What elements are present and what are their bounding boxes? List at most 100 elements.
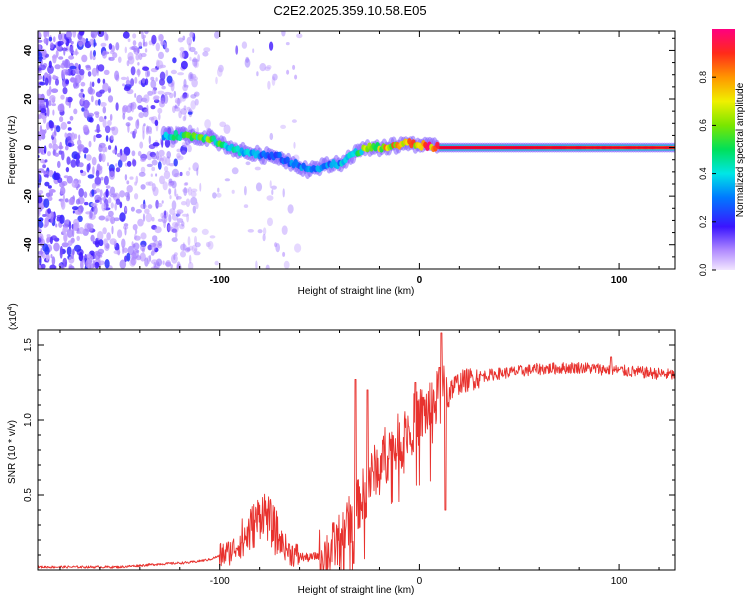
spectrogram-noise-blob: [108, 43, 113, 50]
spectrogram-noise-blob: [42, 114, 47, 124]
spectrogram-noise-blob: [99, 189, 103, 198]
spectrogram-noise-blob: [192, 32, 196, 42]
spectrogram-noise-blob: [70, 41, 74, 45]
spectrogram-noise-blob: [126, 76, 130, 83]
spectrogram-noise-blob: [85, 38, 89, 43]
spectrogram-noise-blob: [189, 46, 196, 53]
spectrogram-noise-blob: [68, 55, 75, 60]
colorbar: 0.0 0.2 0.4 0.6 0.8 Normalized spectral ampl…: [698, 29, 746, 276]
spectrogram-noise-blob: [182, 93, 188, 99]
spectrogram-noise-blob: [281, 31, 286, 37]
spectrogram-noise-blob: [140, 52, 147, 58]
spectrogram-noise-blob: [66, 31, 72, 40]
spectrogram-noise-blob: [145, 41, 148, 47]
spectrogram-noise-blob: [78, 204, 84, 214]
spectrogram-noise-blob: [46, 236, 50, 244]
spectrogram-noise-blob: [58, 150, 63, 155]
spectrogram-noise-blob: [116, 152, 122, 158]
spectrogram-noise-blob: [255, 260, 258, 269]
spectrogram-noise-blob: [247, 229, 254, 233]
spectrogram-noise-blob: [104, 31, 108, 41]
spectrogram-noise-blob: [136, 69, 140, 73]
spectrogram-noise-blob: [164, 166, 169, 172]
spectrogram-noise-blob: [174, 104, 177, 108]
spectrogram-noise-blob: [84, 102, 88, 112]
spectrogram-noise-blob: [124, 227, 127, 236]
spectrogram-noise-blob: [124, 191, 130, 198]
spectrogram-noise-blob: [147, 90, 154, 96]
spectrogram-panel: -100 0 100 -40 -20 0 20 40 Height of straight l…: [7, 30, 676, 297]
spectrogram-noise-blob: [283, 260, 290, 269]
spectrogram-noise-blob: [280, 124, 286, 129]
spectrogram-noise-blob: [119, 212, 126, 222]
spectrogram-noise-blob: [134, 235, 141, 241]
spectrogram-noise-blob: [94, 176, 102, 185]
snr-multiplier-base: (x10: [8, 310, 19, 330]
spectrogram-noise-blob: [53, 242, 60, 252]
spectrogram-noise-blob: [173, 158, 178, 167]
spectrogram-noise-blob: [54, 64, 61, 70]
spectrogram-noise-blob: [108, 56, 115, 61]
spectrogram-noise-blob: [49, 42, 54, 50]
spectrogram-noise-blob: [174, 252, 178, 256]
spectrogram-noise-blob: [187, 236, 191, 246]
spectrogram-noise-blob: [91, 95, 94, 103]
spectrogram-noise-blob: [51, 88, 59, 93]
spectrogram-noise-blob: [143, 94, 150, 104]
spectrogram-noise-blob: [115, 198, 121, 205]
spectrogram-noise-blob: [119, 201, 123, 209]
spectrogram-noise-blob: [111, 216, 113, 225]
spectrogram-noise-blob: [74, 244, 82, 252]
spectrogram-noise-blob: [178, 110, 182, 119]
spectrogram-noise-blob: [148, 135, 151, 145]
snr-ticks: -100 0 100 0.5 1.0 1.5: [23, 330, 675, 587]
spectrogram-noise-blob: [142, 124, 145, 134]
spectrogram-noise-blob: [87, 174, 95, 179]
spectrogram-noise-blob: [77, 41, 84, 46]
spectrogram-noise-blob: [282, 188, 285, 198]
spectrogram-noise-blob: [38, 81, 46, 86]
spectrogram-noise-blob: [38, 195, 43, 204]
spectrogram-noise-blob: [159, 78, 165, 86]
spectrogram-noise-blob: [151, 216, 155, 222]
spectrogram-noise-blob: [142, 37, 145, 47]
spectrogram-noise-blob: [154, 226, 162, 234]
spectrogram-noise-blob: [48, 212, 52, 221]
spectrogram-noise-blob: [38, 114, 42, 120]
spectrogram-noise-blob: [38, 52, 43, 60]
spectrogram-noise-blob: [191, 78, 198, 88]
spectrogram-noise-blob: [150, 79, 157, 89]
spectrogram-noise-blob: [271, 189, 274, 196]
spectrogram-noise-blob: [48, 60, 52, 69]
spectrogram-noise-blob: [120, 76, 127, 81]
spectrogram-noise-blob: [51, 103, 56, 107]
spectrogram-noise-blob: [137, 150, 142, 157]
spectrogram-noise-blob: [89, 209, 93, 219]
spectrogram-noise-blob: [97, 98, 101, 106]
spectrogram-noise-blob: [58, 33, 63, 41]
spectrogram-noise-blob: [112, 52, 118, 59]
spectrogram-noise-blob: [38, 264, 42, 269]
spectrogram-noise-blob: [169, 208, 176, 215]
spectrogram-noise-blob: [155, 199, 159, 209]
spectrogram-noise-blob: [186, 213, 190, 223]
spectrogram-noise-blob: [138, 112, 144, 119]
spectrogram-noise-blob: [183, 182, 188, 186]
spectrogram-noise-blob: [91, 189, 95, 197]
spectrogram-noise-blob: [152, 142, 160, 147]
spectrogram-noise-blob: [64, 69, 69, 76]
spectrogram-noise-blob: [151, 34, 157, 45]
spectrogram-noise-blob: [134, 181, 138, 186]
spectrogram-noise-blob: [108, 210, 114, 217]
spectrogram-noise-blob: [98, 153, 104, 162]
spectrogram-noise-blob: [66, 246, 72, 256]
spectrogram-noise-blob: [80, 81, 86, 87]
spectrogram-noise-blob: [194, 242, 201, 248]
spectrogram-noise-blob: [85, 154, 92, 161]
spectrogram-noise-blob: [64, 33, 67, 40]
spectrogram-noise-blob: [195, 201, 199, 210]
spectrogram-noise-blob: [132, 159, 137, 167]
spectrogram-noise-blob: [214, 31, 220, 39]
spectrogram-noise-blob: [231, 189, 235, 194]
